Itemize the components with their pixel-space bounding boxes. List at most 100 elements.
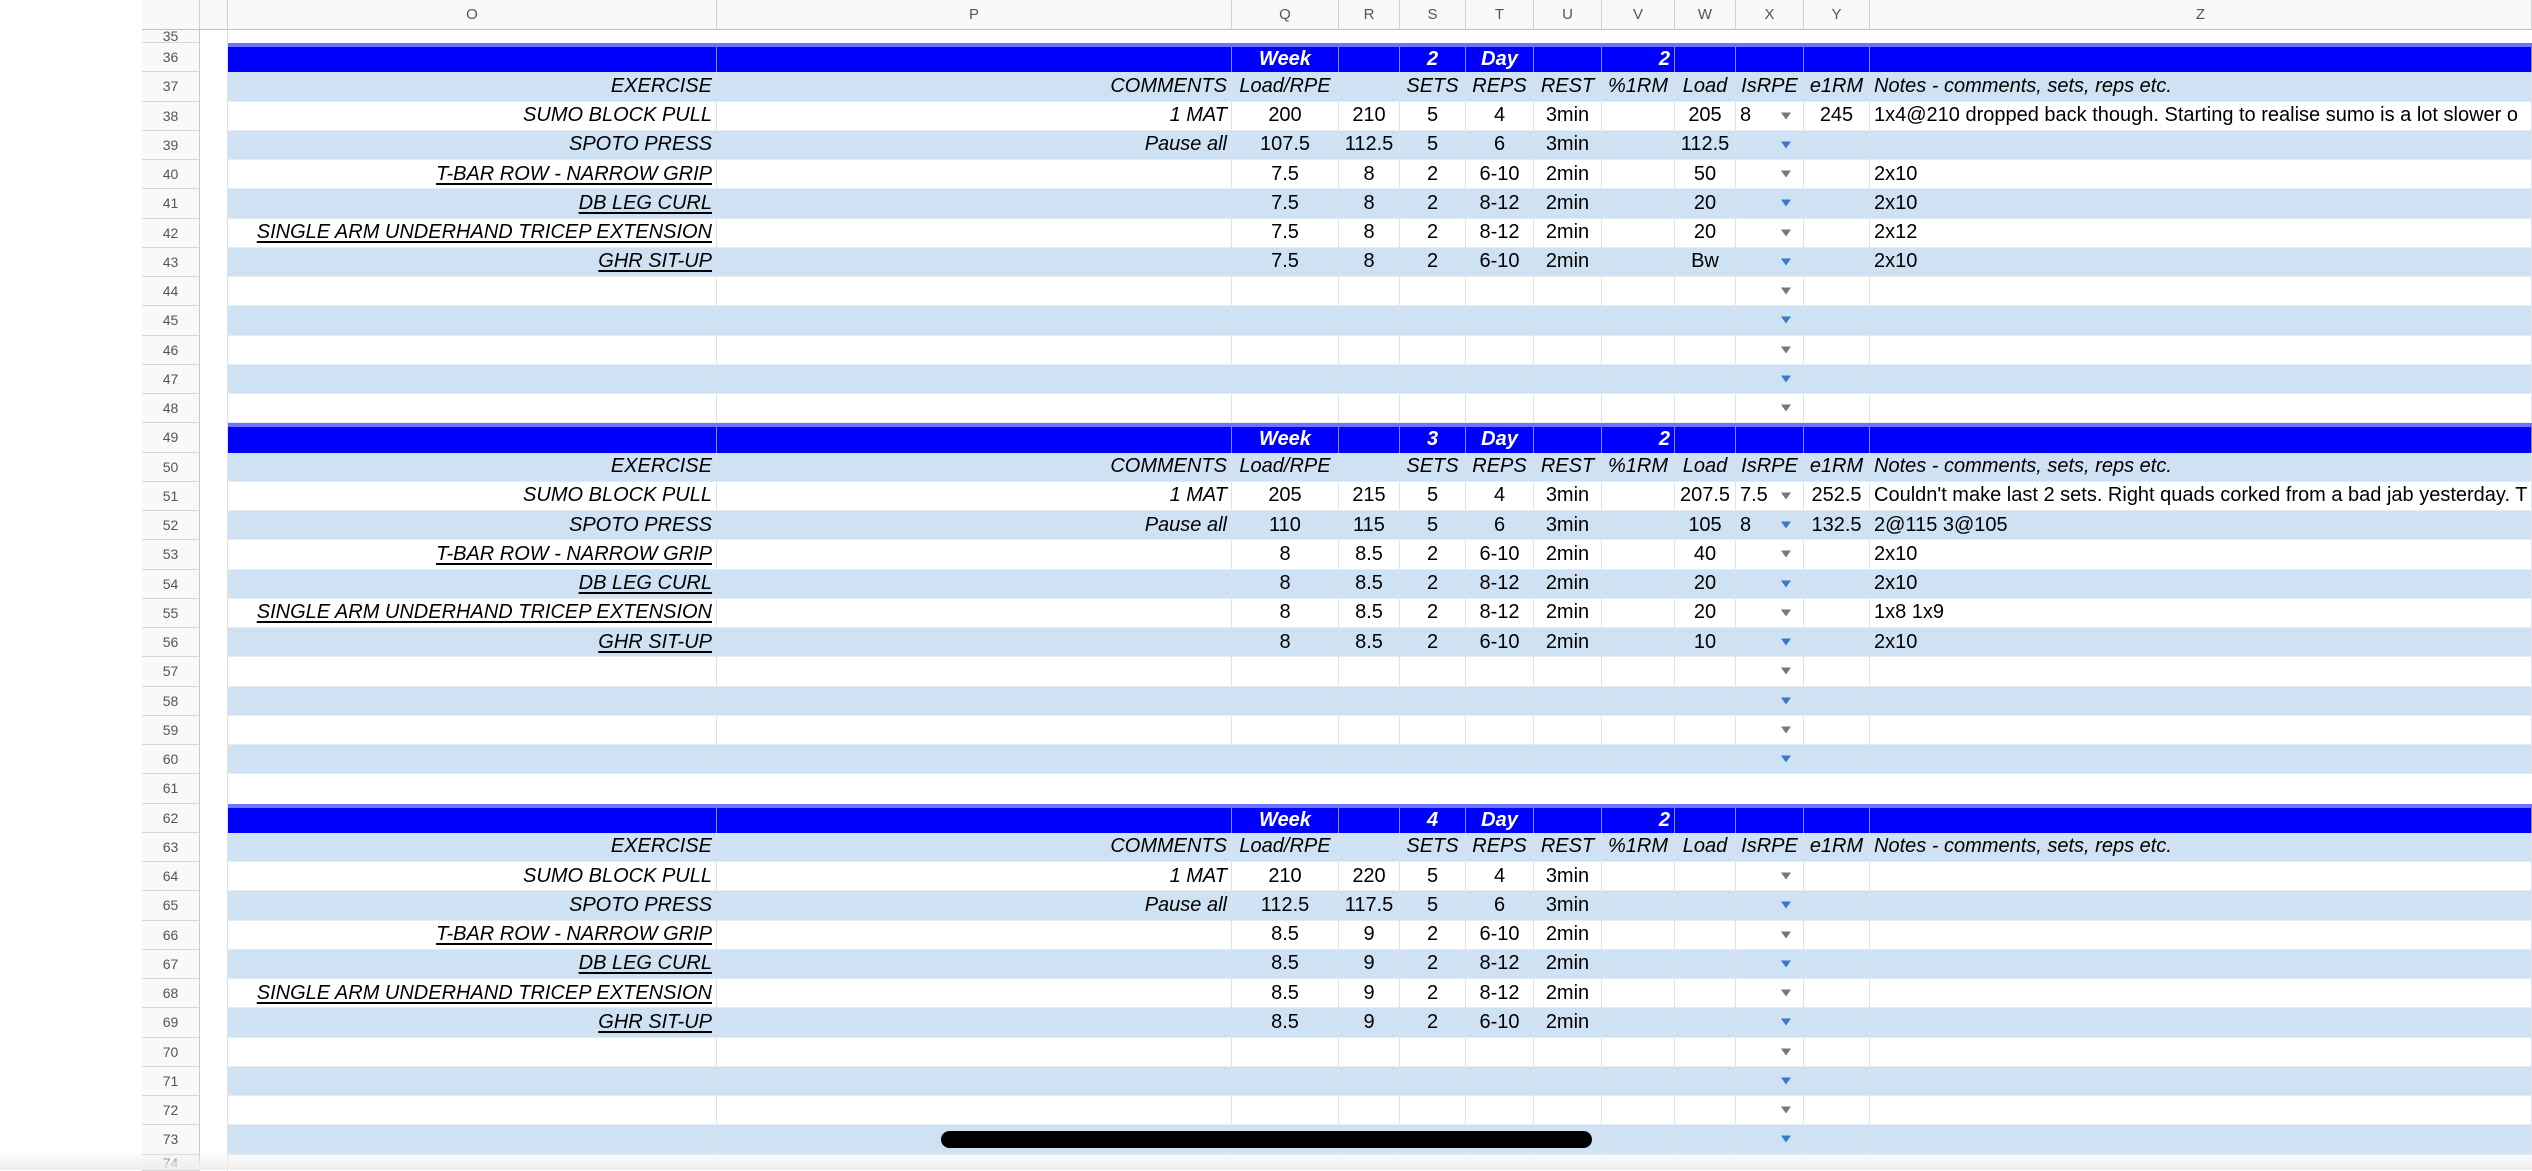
cell[interactable]	[1466, 657, 1534, 687]
cell[interactable]	[1804, 394, 1870, 424]
cell[interactable]	[717, 394, 1232, 424]
exercise-name[interactable]: DB LEG CURL	[228, 189, 717, 219]
exercise-name[interactable]: T-BAR ROW - NARROW GRIP	[228, 160, 717, 190]
cell[interactable]	[1870, 335, 2532, 365]
cell[interactable]	[228, 394, 717, 424]
e1rm-cell[interactable]	[1804, 920, 1870, 950]
cell[interactable]	[717, 1066, 1232, 1096]
target-cell[interactable]: 210	[1339, 101, 1400, 131]
exercise-name[interactable]: SPOTO PRESS	[228, 130, 717, 160]
cell[interactable]	[1602, 394, 1675, 424]
exercise-name[interactable]: SUMO BLOCK PULL	[228, 481, 717, 511]
pct1rm-cell[interactable]	[1602, 189, 1675, 219]
cell[interactable]	[1804, 657, 1870, 687]
notes-cell[interactable]: 2x10	[1870, 569, 2532, 599]
cell[interactable]	[228, 306, 717, 336]
cell[interactable]	[1232, 364, 1339, 394]
comments-cell[interactable]	[717, 920, 1232, 950]
cell[interactable]	[1400, 335, 1466, 365]
load-rpe-cell[interactable]: 200	[1232, 101, 1339, 131]
dropdown-arrow-icon[interactable]	[1781, 960, 1791, 968]
notes-cell[interactable]	[1870, 949, 2532, 979]
reps-cell[interactable]: 6-10	[1466, 1008, 1534, 1038]
rest-cell[interactable]: 2min	[1534, 247, 1602, 277]
row-header[interactable]: 59	[142, 715, 200, 745]
exercise-name[interactable]: DB LEG CURL	[228, 569, 717, 599]
cell[interactable]	[1870, 394, 2532, 424]
notes-cell[interactable]: 2x10	[1870, 189, 2532, 219]
cell[interactable]	[1400, 277, 1466, 307]
row-header[interactable]: 47	[142, 364, 200, 394]
dropdown-arrow-icon[interactable]	[1781, 872, 1791, 880]
cell[interactable]	[1534, 1037, 1602, 1067]
cell[interactable]	[1339, 394, 1400, 424]
cell[interactable]	[1232, 306, 1339, 336]
target-cell[interactable]: 8.5	[1339, 598, 1400, 628]
e1rm-cell[interactable]	[1804, 949, 1870, 979]
cell[interactable]	[717, 277, 1232, 307]
load-rpe-cell[interactable]: 8.5	[1232, 979, 1339, 1009]
pct1rm-cell[interactable]	[1602, 540, 1675, 570]
cell[interactable]	[717, 715, 1232, 745]
cell[interactable]	[1232, 657, 1339, 687]
row-header[interactable]: 66	[142, 920, 200, 950]
exercise-name[interactable]: SINGLE ARM UNDERHAND TRICEP EXTENSION	[228, 598, 717, 628]
isrpe-dropdown[interactable]	[1736, 979, 1804, 1009]
cell[interactable]	[228, 657, 717, 687]
column-header-v[interactable]: V	[1602, 0, 1675, 30]
load-cell[interactable]	[1675, 862, 1736, 892]
isrpe-dropdown[interactable]: 7.5	[1736, 481, 1804, 511]
cell[interactable]	[1466, 745, 1534, 775]
row-header[interactable]: 50	[142, 452, 200, 482]
rest-cell[interactable]: 3min	[1534, 101, 1602, 131]
day-number[interactable]: 2	[1602, 47, 1675, 73]
dropdown-arrow-icon[interactable]	[1781, 404, 1791, 412]
load-cell[interactable]	[1675, 891, 1736, 921]
dropdown-arrow-icon[interactable]	[1781, 112, 1791, 120]
dropdown-arrow-icon[interactable]	[1781, 638, 1791, 646]
cell[interactable]	[1339, 277, 1400, 307]
load-cell[interactable]: 112.5	[1675, 130, 1736, 160]
cell[interactable]	[1232, 1037, 1339, 1067]
cell[interactable]	[1675, 277, 1736, 307]
reps-cell[interactable]: 6-10	[1466, 540, 1534, 570]
notes-cell[interactable]	[1870, 862, 2532, 892]
column-header-r[interactable]: R	[1339, 0, 1400, 30]
pct1rm-cell[interactable]	[1602, 101, 1675, 131]
cell[interactable]	[1602, 686, 1675, 716]
comments-cell[interactable]	[717, 1008, 1232, 1038]
load-rpe-cell[interactable]: 8.5	[1232, 1008, 1339, 1038]
comments-cell[interactable]: 1 MAT	[717, 481, 1232, 511]
dropdown-arrow-icon[interactable]	[1781, 989, 1791, 997]
e1rm-cell[interactable]	[1804, 598, 1870, 628]
cell[interactable]	[1466, 1037, 1534, 1067]
cell[interactable]	[1675, 1066, 1736, 1096]
cell[interactable]	[1339, 364, 1400, 394]
load-rpe-cell[interactable]: 8	[1232, 569, 1339, 599]
row-header[interactable]: 71	[142, 1066, 200, 1096]
comments-cell[interactable]	[717, 979, 1232, 1009]
notes-cell[interactable]	[1870, 130, 2532, 160]
cell[interactable]	[1804, 364, 1870, 394]
cell[interactable]	[1466, 1096, 1534, 1126]
sets-cell[interactable]: 5	[1400, 101, 1466, 131]
column-header-y[interactable]: Y	[1804, 0, 1870, 30]
reps-cell[interactable]: 6	[1466, 511, 1534, 541]
row-header[interactable]: 68	[142, 979, 200, 1009]
row-header[interactable]: 54	[142, 569, 200, 599]
rest-cell[interactable]: 2min	[1534, 189, 1602, 219]
comments-cell[interactable]	[717, 540, 1232, 570]
load-rpe-cell[interactable]: 8	[1232, 540, 1339, 570]
sets-cell[interactable]: 5	[1400, 130, 1466, 160]
pct1rm-cell[interactable]	[1602, 949, 1675, 979]
isrpe-dropdown[interactable]	[1736, 540, 1804, 570]
cell[interactable]	[1675, 394, 1736, 424]
reps-cell[interactable]: 8-12	[1466, 218, 1534, 248]
target-cell[interactable]: 8.5	[1339, 540, 1400, 570]
sets-cell[interactable]: 2	[1400, 598, 1466, 628]
cell[interactable]	[1736, 306, 1804, 336]
isrpe-dropdown[interactable]	[1736, 1008, 1804, 1038]
load-cell[interactable]: 40	[1675, 540, 1736, 570]
pct1rm-cell[interactable]	[1602, 891, 1675, 921]
exercise-name[interactable]: SUMO BLOCK PULL	[228, 101, 717, 131]
